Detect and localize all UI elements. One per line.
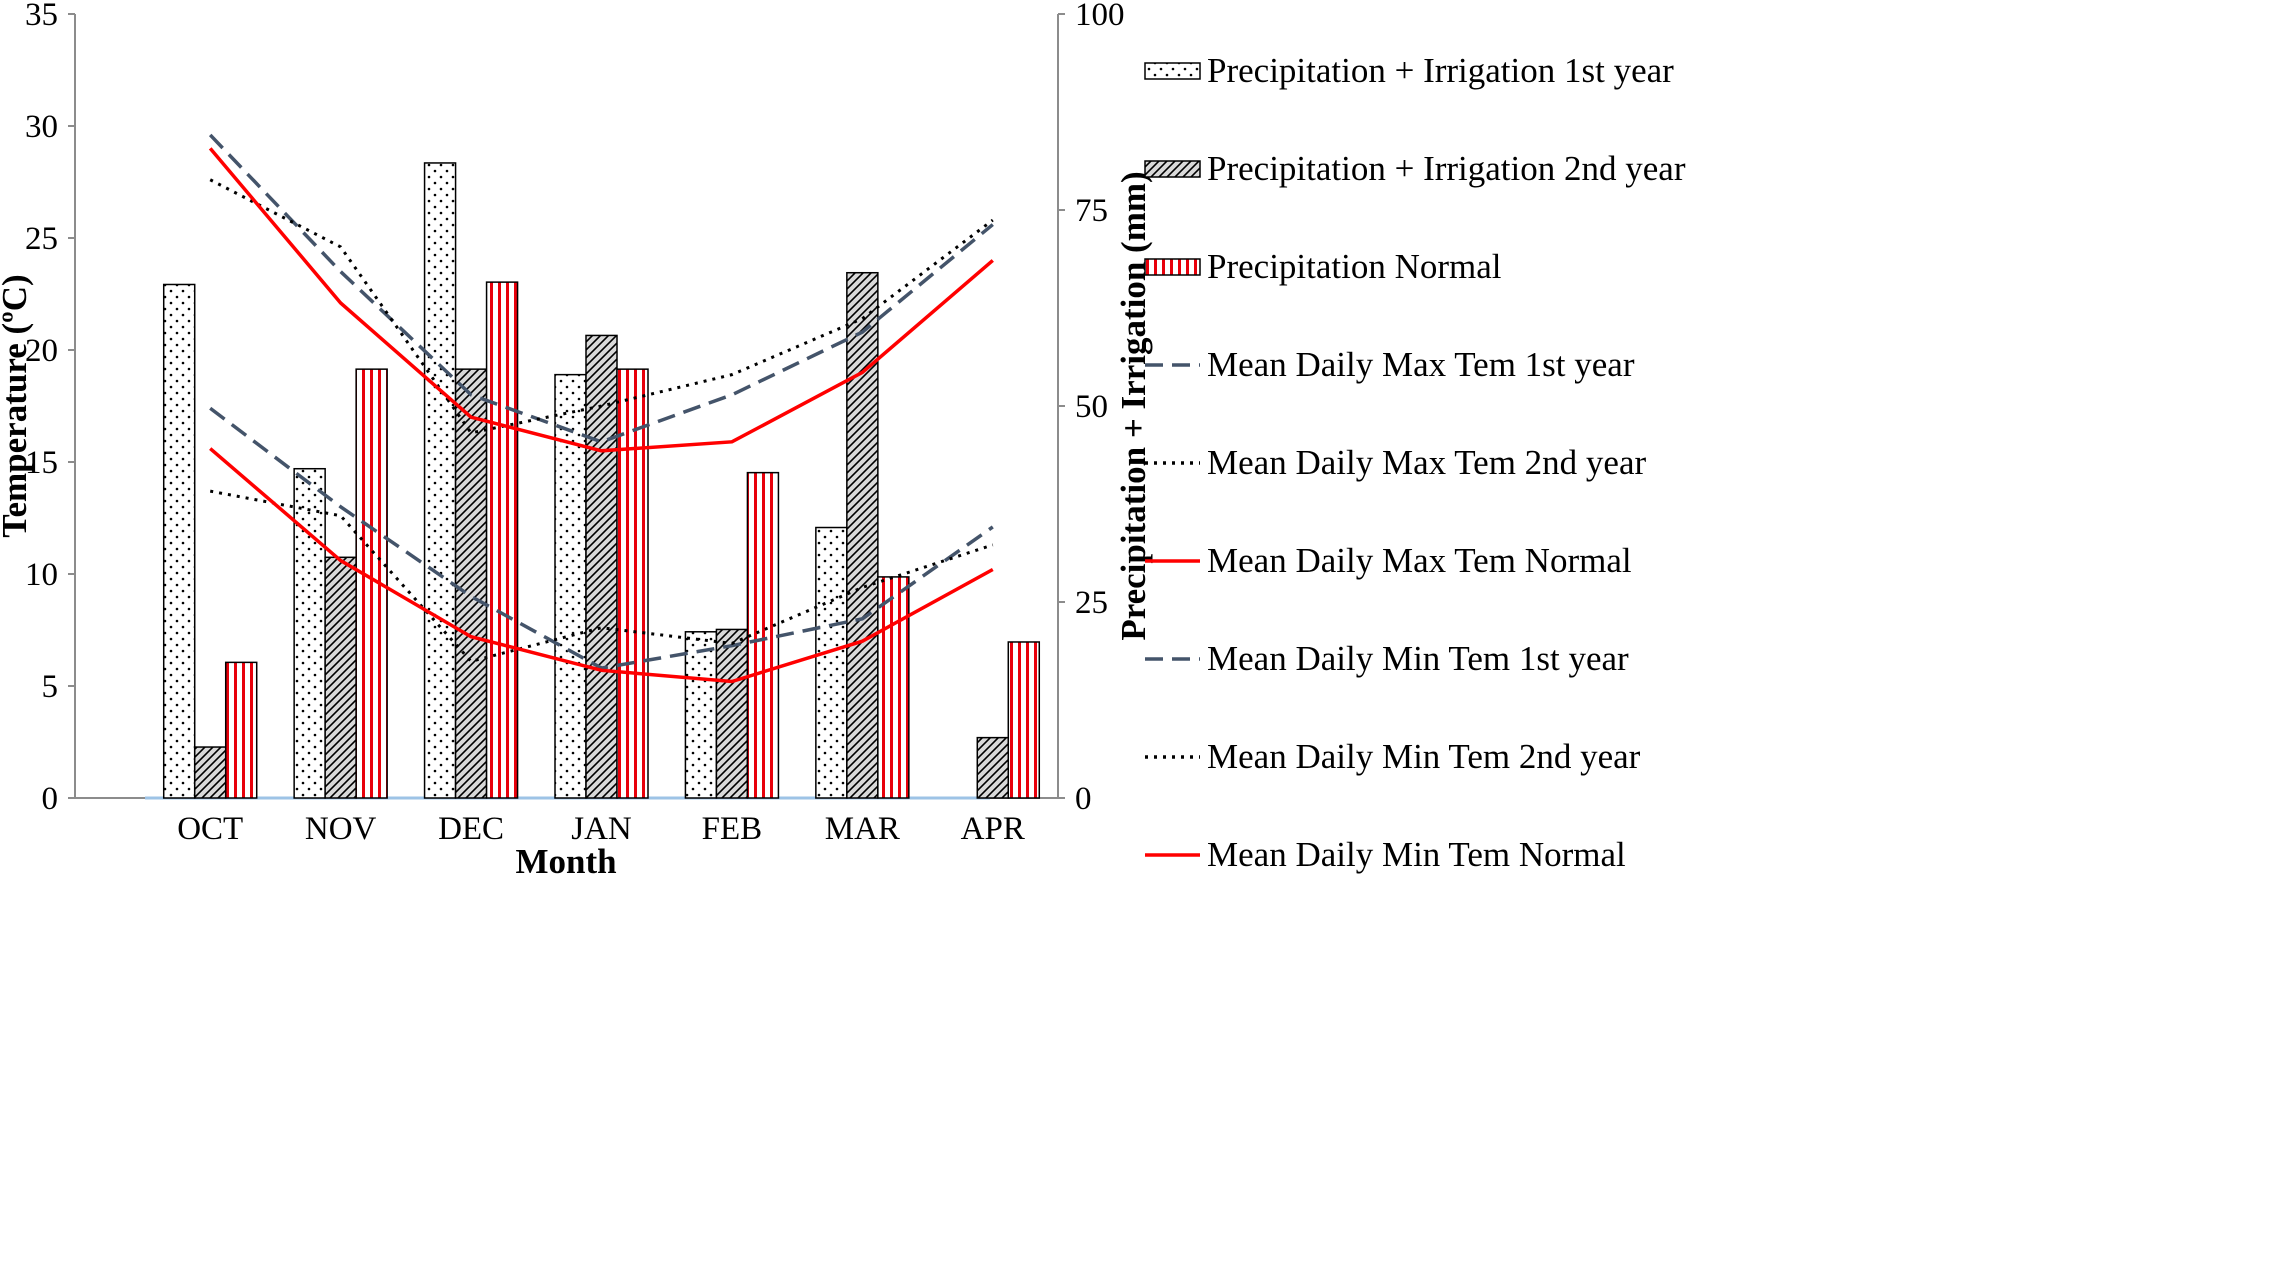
left-tick-label: 30 xyxy=(25,109,58,145)
legend-label: Precipitation + Irrigation 1st year xyxy=(1207,51,1674,90)
x-tick-label: DEC xyxy=(438,811,504,847)
bar-series3-dec xyxy=(485,281,519,799)
left-tick-label: 20 xyxy=(25,333,58,369)
legend-swatch xyxy=(1144,62,1201,80)
bar-series2-dec xyxy=(454,368,488,799)
x-tick-label: FEB xyxy=(702,811,763,847)
lines xyxy=(208,133,994,684)
right-tick-label: 75 xyxy=(1075,193,1108,229)
left-axis-title: Temperature (ºC) xyxy=(0,274,34,537)
x-tick-label: NOV xyxy=(305,811,377,847)
legend-label: Mean Daily Max Tem 1st year xyxy=(1207,345,1635,384)
left-tick-label: 5 xyxy=(42,669,59,705)
left-tick-label: 0 xyxy=(42,781,59,817)
legend: Precipitation + Irrigation 1st year Preci… xyxy=(1144,51,1686,874)
x-tick-label: MAR xyxy=(825,811,900,847)
bar-series3-mar xyxy=(877,576,910,799)
bar-series1-dec xyxy=(423,162,457,799)
x-tick-label: APR xyxy=(961,811,1025,847)
left-tick-label: 10 xyxy=(25,557,58,593)
bar-series2-nov xyxy=(324,556,357,799)
bar-series3-oct xyxy=(224,661,258,799)
bar-series1-feb xyxy=(684,631,718,799)
legend-label: Mean Daily Min Tem 1st year xyxy=(1207,639,1629,678)
left-tick-label: 35 xyxy=(25,0,58,33)
right-tick-label: 100 xyxy=(1075,0,1125,33)
legend-label: Mean Daily Max Tem 2nd year xyxy=(1207,443,1646,482)
right-tick-label: 25 xyxy=(1075,585,1108,621)
line-series-6 xyxy=(209,447,994,684)
bar-series2-jan xyxy=(585,334,618,799)
bar-series3-feb xyxy=(746,471,780,799)
bar-series2-feb xyxy=(715,628,749,799)
x-axis-title: Month xyxy=(515,842,616,881)
line-series-3 xyxy=(208,147,994,453)
legend-label: Mean Daily Max Tem Normal xyxy=(1207,541,1632,580)
bar-series1-jan xyxy=(554,373,587,799)
bar-series1-nov xyxy=(293,467,326,799)
x-tick-label: JAN xyxy=(571,811,632,847)
left-tick-label: 25 xyxy=(25,221,58,257)
legend-label: Mean Daily Min Tem Normal xyxy=(1207,835,1626,874)
axes: 0 5 10 15 20 25 30 35 0 25 50 75 100 OCT NOV DEC JAN FEB M… xyxy=(25,0,1125,847)
x-tick-label: OCT xyxy=(177,811,243,847)
bar-series1-mar xyxy=(815,526,848,799)
right-tick-label: 50 xyxy=(1075,389,1108,425)
line-series-1 xyxy=(208,133,994,444)
right-tick-label: 0 xyxy=(1075,781,1092,817)
line-series-4 xyxy=(209,406,994,670)
left-tick-label: 15 xyxy=(25,445,58,481)
legend-label: Precipitation + Irrigation 2nd year xyxy=(1207,149,1686,188)
legend-swatch xyxy=(1144,258,1201,276)
legend-label: Precipitation Normal xyxy=(1207,247,1502,286)
bar-series2-mar xyxy=(846,271,879,799)
bar-series3-jan xyxy=(616,368,649,799)
bar-series1-oct xyxy=(162,283,196,799)
line-series-2 xyxy=(209,178,994,435)
right-axis-title: Precipitation + Irrigation (mm) xyxy=(1114,171,1153,640)
bar-series3-apr xyxy=(1007,641,1041,799)
bar-series2-oct xyxy=(193,746,227,799)
legend-label: Mean Daily Min Tem 2nd year xyxy=(1207,737,1641,776)
bars xyxy=(162,162,1041,799)
bar-series2-apr xyxy=(976,736,1010,799)
legend-swatch xyxy=(1144,160,1201,178)
